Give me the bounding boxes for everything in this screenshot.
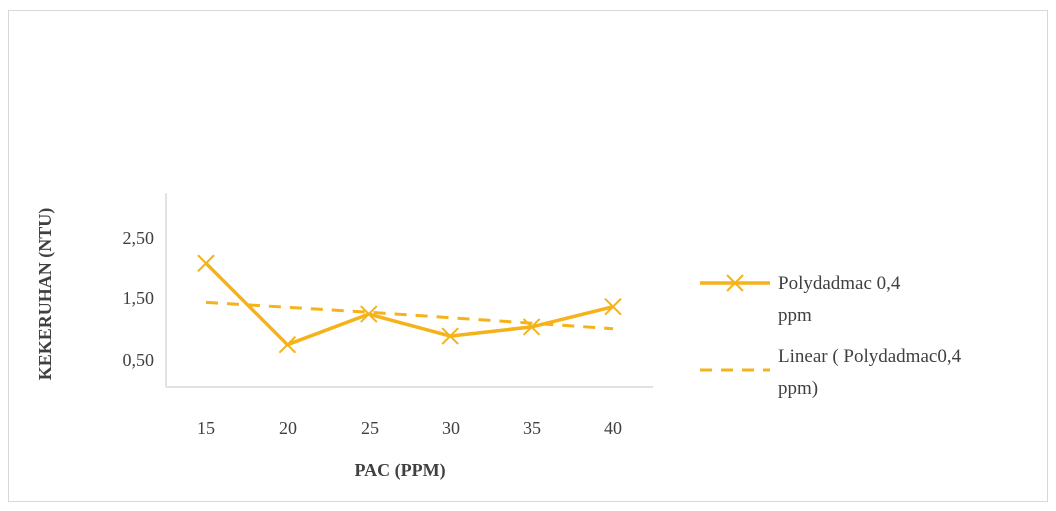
legend-label-line2: ppm) [778, 378, 818, 399]
series-line [204, 262, 614, 347]
chart-frame [8, 10, 1048, 502]
legend: Polydadmac 0,4 ppm Linear ( Polydadmac0,… [700, 273, 962, 399]
series-layer [197, 254, 622, 354]
legend-label-line1: Polydadmac 0,4 [778, 273, 901, 294]
x-tick-label: 25 [361, 418, 379, 438]
trendline [205, 300, 614, 331]
y-axis-title: KEKERUHAN (NTU) [35, 208, 56, 381]
x-tick-label: 15 [197, 418, 215, 438]
y-tick-labels: 2,50 1,50 0,50 [123, 228, 155, 370]
y-tick-label: 2,50 [123, 228, 155, 248]
x-tick-label: 35 [523, 418, 541, 438]
x-tick-labels: 15 20 25 30 35 40 [197, 418, 622, 438]
data-point-x-marker [197, 254, 215, 272]
x-tick-label: 20 [279, 418, 297, 438]
x-tick-label: 40 [604, 418, 622, 438]
legend-label-line2: ppm [778, 305, 812, 326]
legend-item-polydadmac: Polydadmac 0,4 ppm [700, 273, 901, 326]
data-point-x-marker [360, 305, 378, 323]
legend-marker-x-icon [726, 274, 744, 292]
data-point-x-marker [278, 335, 297, 354]
x-axis-title: PAC (PPM) [354, 460, 445, 481]
chart-axes [165, 193, 653, 388]
y-tick-label: 0,50 [123, 350, 155, 370]
x-tick-label: 30 [442, 418, 460, 438]
legend-label-line1: Linear ( Polydadmac0,4 [778, 346, 962, 367]
data-point-x-marker [441, 327, 459, 345]
y-tick-label: 1,50 [123, 288, 155, 308]
legend-item-linear: Linear ( Polydadmac0,4 ppm) [700, 346, 962, 399]
data-point-x-marker [604, 298, 622, 316]
